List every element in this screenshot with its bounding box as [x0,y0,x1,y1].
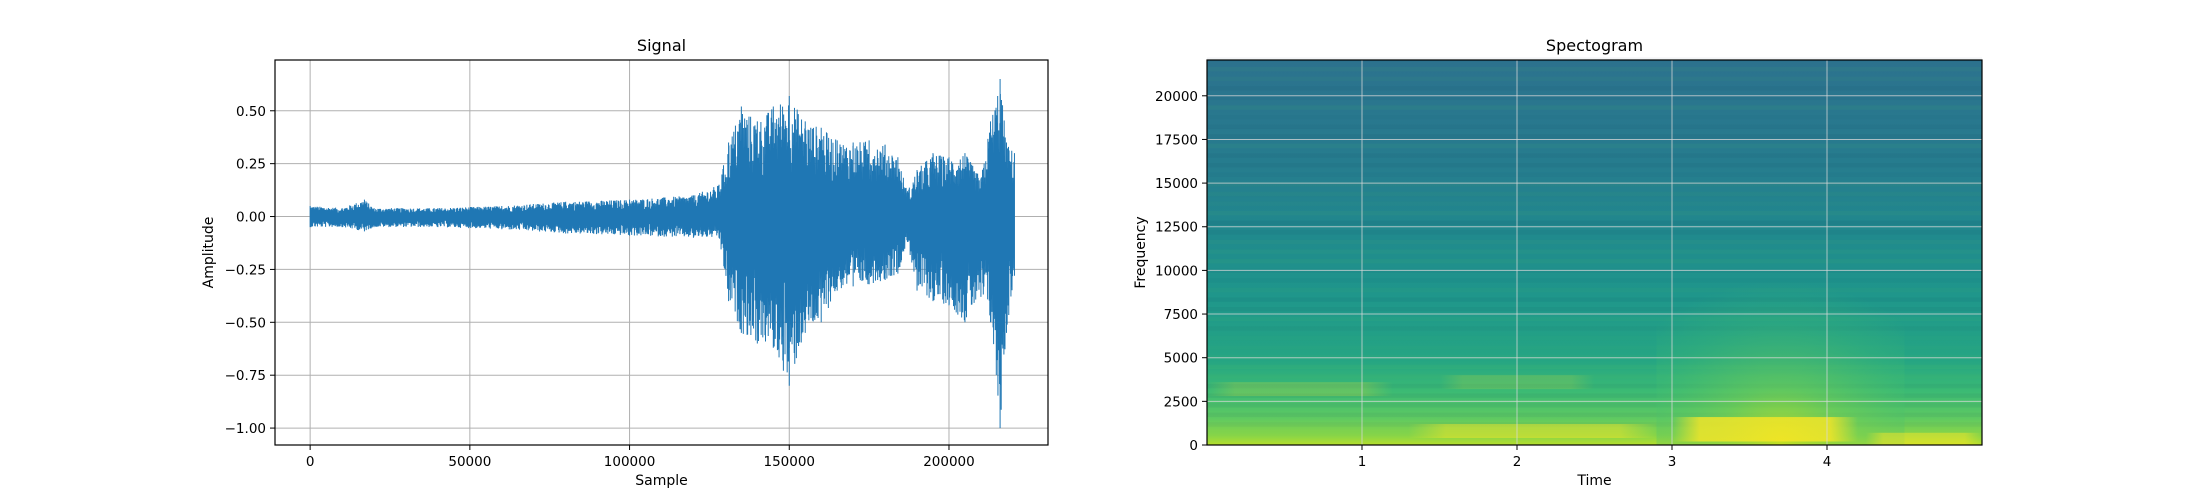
signal-x-tick-label: 150000 [763,454,815,470]
spectrogram-band [1207,345,1982,350]
spectrogram-chart: 1 2 3 4 0 2500 5000 7500 10000 12500 15000 17500 20… [1133,36,1983,489]
signal-waveform [309,79,1015,429]
spectrogram-band [1207,403,1982,408]
spectrogram-band [1207,382,1393,397]
spectrogram-x-ticks: 1 2 3 4 [1358,445,1832,470]
signal-y-tick-label: −0.50 [225,315,266,331]
signal-title: Signal [637,36,686,55]
signal-y-tick-label: 0.25 [236,157,266,173]
spectrogram-band [1207,76,1982,81]
signal-y-tick-label: 0.50 [236,104,266,120]
spectrogram-y-tick-label: 0 [1189,438,1198,454]
spectrogram-band [1207,307,1982,312]
spectrogram-grid [1207,60,1982,445]
spectrogram-band [1207,163,1982,168]
spectrogram-band [1207,182,1982,187]
signal-x-ticks: 0 50000 100000 150000 200000 [306,445,975,470]
spectrogram-band [1207,201,1982,206]
spectrogram-y-tick-label: 7500 [1164,307,1198,323]
signal-x-tick-label: 50000 [448,454,491,470]
spectrogram-x-tick-label: 1 [1358,454,1367,470]
signal-x-label: Sample [635,473,688,489]
spectrogram-y-tick-label: 17500 [1155,132,1198,148]
spectrogram-band [1207,124,1982,129]
spectrogram-y-tick-label: 15000 [1155,176,1198,192]
signal-y-tick-label: −0.25 [225,262,266,278]
spectrogram-y-label: Frequency [1133,216,1149,288]
spectrogram-band [1408,424,1657,439]
signal-chart: 0 50000 100000 150000 200000 0.50 0.25 0.00 −0.… [201,36,1049,489]
spectrogram-energy-region [1656,226,1905,445]
spectrogram-band [1207,86,1982,91]
spectrogram-band [1207,239,1982,245]
spectrogram-y-ticks: 0 2500 5000 7500 10000 12500 15000 17500 20000 [1155,89,1207,454]
spectrogram-band [1207,143,1982,149]
spectrogram-band [1207,259,1982,264]
spectrogram-band [1865,432,1982,445]
spectrogram-band [1207,393,1982,398]
signal-y-tick-label: −0.75 [225,368,266,384]
spectrogram-heatmap [1207,57,1982,445]
spectrogram-x-tick-label: 2 [1513,454,1522,470]
spectrogram-axes-frame [1206,59,1983,446]
spectrogram-y-tick-label: 12500 [1155,220,1198,236]
spectrogram-band [1207,220,1982,225]
signal-x-tick-label: 200000 [923,454,975,470]
spectrogram-band [1207,364,1982,370]
spectrogram-x-label: Time [1576,473,1611,489]
signal-x-tick-label: 100000 [604,454,656,470]
spectrogram-band [1207,287,1982,293]
spectrogram-band [1207,66,1982,72]
spectrogram-y-tick-label: 5000 [1164,351,1198,367]
spectrogram-band [1207,96,1982,100]
spectrogram-y-tick-label: 2500 [1164,394,1198,410]
spectrogram-band [1207,326,1982,331]
spectrogram-band [1207,230,1982,235]
spectrogram-band [1207,191,1982,197]
spectrogram-band [1672,417,1858,442]
spectrogram-band [1207,172,1982,177]
signal-x-tick-label: 0 [306,454,315,470]
spectrogram-x-tick-label: 4 [1823,454,1832,470]
spectrogram-band [1207,412,1982,418]
spectrogram-x-tick-label: 3 [1668,454,1677,470]
signal-axes-frame [274,59,1049,446]
spectrogram-band [1207,316,1982,322]
spectrogram-y-tick-label: 10000 [1155,263,1198,279]
spectrogram-band [1207,115,1982,119]
spectrogram-band [1207,134,1982,139]
spectrogram-band [1207,249,1982,254]
spectrogram-band [1207,211,1982,216]
signal-y-tick-label: 0.00 [236,210,266,226]
spectrogram-band [1207,297,1982,302]
spectrogram-title: Spectogram [1546,36,1643,55]
signal-y-label: Amplitude [201,217,217,289]
spectrogram-band [1207,105,1982,110]
signal-y-ticks: 0.50 0.25 0.00 −0.25 −0.50 −0.75 −1.00 [225,104,275,437]
spectrogram-y-tick-label: 20000 [1155,89,1198,105]
spectrogram-band [1207,153,1982,158]
signal-y-tick-label: −1.00 [225,421,266,437]
